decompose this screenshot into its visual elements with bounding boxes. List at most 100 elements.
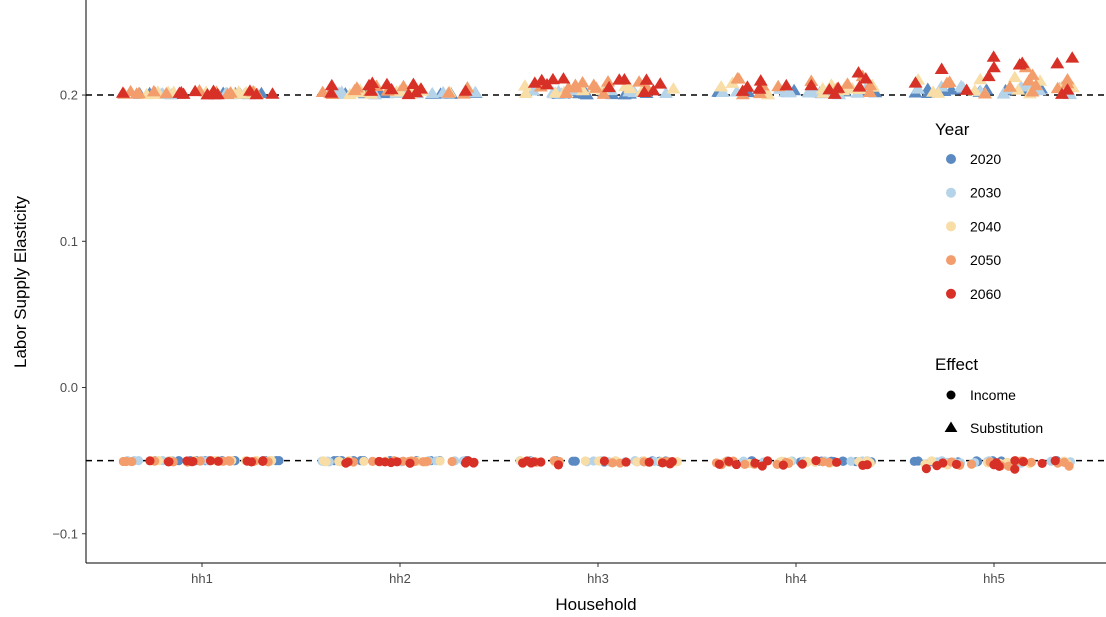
substitution-point <box>414 82 428 94</box>
substitution-point <box>115 86 130 98</box>
substitution-point <box>731 72 746 84</box>
income-point <box>213 456 223 466</box>
income-point <box>714 459 724 469</box>
income-point <box>797 459 807 469</box>
income-point <box>921 464 931 474</box>
reference-lines <box>86 94 1106 462</box>
substitution-point <box>653 77 668 89</box>
legend-title-effect: Effect <box>935 355 978 374</box>
substitution-point <box>659 86 673 99</box>
substitution-point <box>981 69 996 82</box>
income-point <box>1010 456 1020 466</box>
substitution-point <box>1007 70 1022 83</box>
substitution-point <box>623 81 638 94</box>
substitution-point <box>714 80 729 92</box>
substitution-point <box>596 87 611 99</box>
income-point <box>341 458 351 468</box>
income-point <box>553 460 564 470</box>
legend-title-year: Year <box>935 120 970 139</box>
income-point <box>932 461 942 471</box>
substitution-point <box>752 82 767 94</box>
income-point <box>223 456 234 466</box>
legend-label-income: Income <box>970 387 1016 403</box>
x-tick-label: hh5 <box>983 571 1005 586</box>
income-point <box>1037 458 1047 469</box>
substitution-point <box>931 86 946 98</box>
income-point <box>195 456 205 466</box>
substitution-point <box>349 81 364 93</box>
substitution-point <box>384 82 399 95</box>
income-point <box>724 456 734 466</box>
y-tick-label: 0.2 <box>60 88 78 103</box>
income-point <box>460 458 471 468</box>
income-point <box>145 456 155 466</box>
income-point <box>164 457 174 467</box>
y-tick-label: 0.1 <box>60 234 78 249</box>
x-tick-label: hh3 <box>587 571 609 586</box>
income-point <box>740 459 750 469</box>
substitution-point <box>822 83 837 95</box>
income-point <box>418 457 428 467</box>
legend-label-substitution: Substitution <box>970 420 1043 436</box>
substitution-point <box>1012 58 1027 70</box>
y-tick-label: 0.0 <box>60 380 78 395</box>
income-point <box>205 456 216 466</box>
income-point <box>621 457 631 467</box>
substitution-point <box>527 76 542 88</box>
legend-label-2050: 2050 <box>970 252 1001 268</box>
income-point <box>1026 457 1036 467</box>
income-point <box>1018 456 1028 467</box>
legend-swatch-2020 <box>946 154 956 164</box>
legend-shape-triangle <box>944 421 958 432</box>
legend-label-2020: 2020 <box>970 151 1001 167</box>
income-point <box>644 457 654 467</box>
substitution-point <box>977 87 992 99</box>
income-point <box>1064 461 1074 471</box>
income-point <box>951 459 962 469</box>
income-point <box>750 458 760 468</box>
income-point <box>657 458 668 468</box>
substitution-point <box>944 83 959 95</box>
substitution-point <box>425 86 440 99</box>
income-point <box>392 457 402 467</box>
substitution-point <box>911 82 925 94</box>
income-point <box>334 456 344 467</box>
legend-swatch-2050 <box>946 255 956 266</box>
income-point <box>522 456 532 466</box>
legend-swatch-2040 <box>946 221 956 232</box>
income-point <box>1010 464 1020 474</box>
substitution-point <box>940 76 954 88</box>
income-point <box>811 456 821 466</box>
substitution-point <box>862 85 877 98</box>
substitution-point <box>852 80 867 92</box>
substitution-point <box>364 84 379 96</box>
substitution-point <box>807 85 822 98</box>
income-point <box>846 456 856 466</box>
substitution-point <box>545 72 560 85</box>
income-point <box>665 459 675 469</box>
substitution-point <box>863 78 878 91</box>
substitution-point <box>804 78 819 91</box>
income-point <box>570 456 580 466</box>
legend-label-2040: 2040 <box>970 218 1001 234</box>
substitution-point <box>858 72 873 84</box>
substitution-point <box>778 85 793 97</box>
income-point <box>246 457 257 467</box>
x-tick-label: hh1 <box>191 571 213 586</box>
substitution-point <box>441 86 456 98</box>
substitution-point <box>1025 85 1040 97</box>
income-point <box>536 457 546 467</box>
legend-label-2030: 2030 <box>970 185 1001 201</box>
substitution-point <box>1050 56 1065 69</box>
substitution-point <box>249 87 264 100</box>
income-point <box>966 459 977 469</box>
substitution-point <box>324 86 339 98</box>
income-point <box>632 457 642 467</box>
income-point <box>862 460 872 470</box>
income-point <box>359 456 369 466</box>
substitution-point <box>1060 83 1075 95</box>
substitution-point <box>934 62 949 74</box>
income-point <box>580 456 590 466</box>
income-point <box>818 457 828 467</box>
